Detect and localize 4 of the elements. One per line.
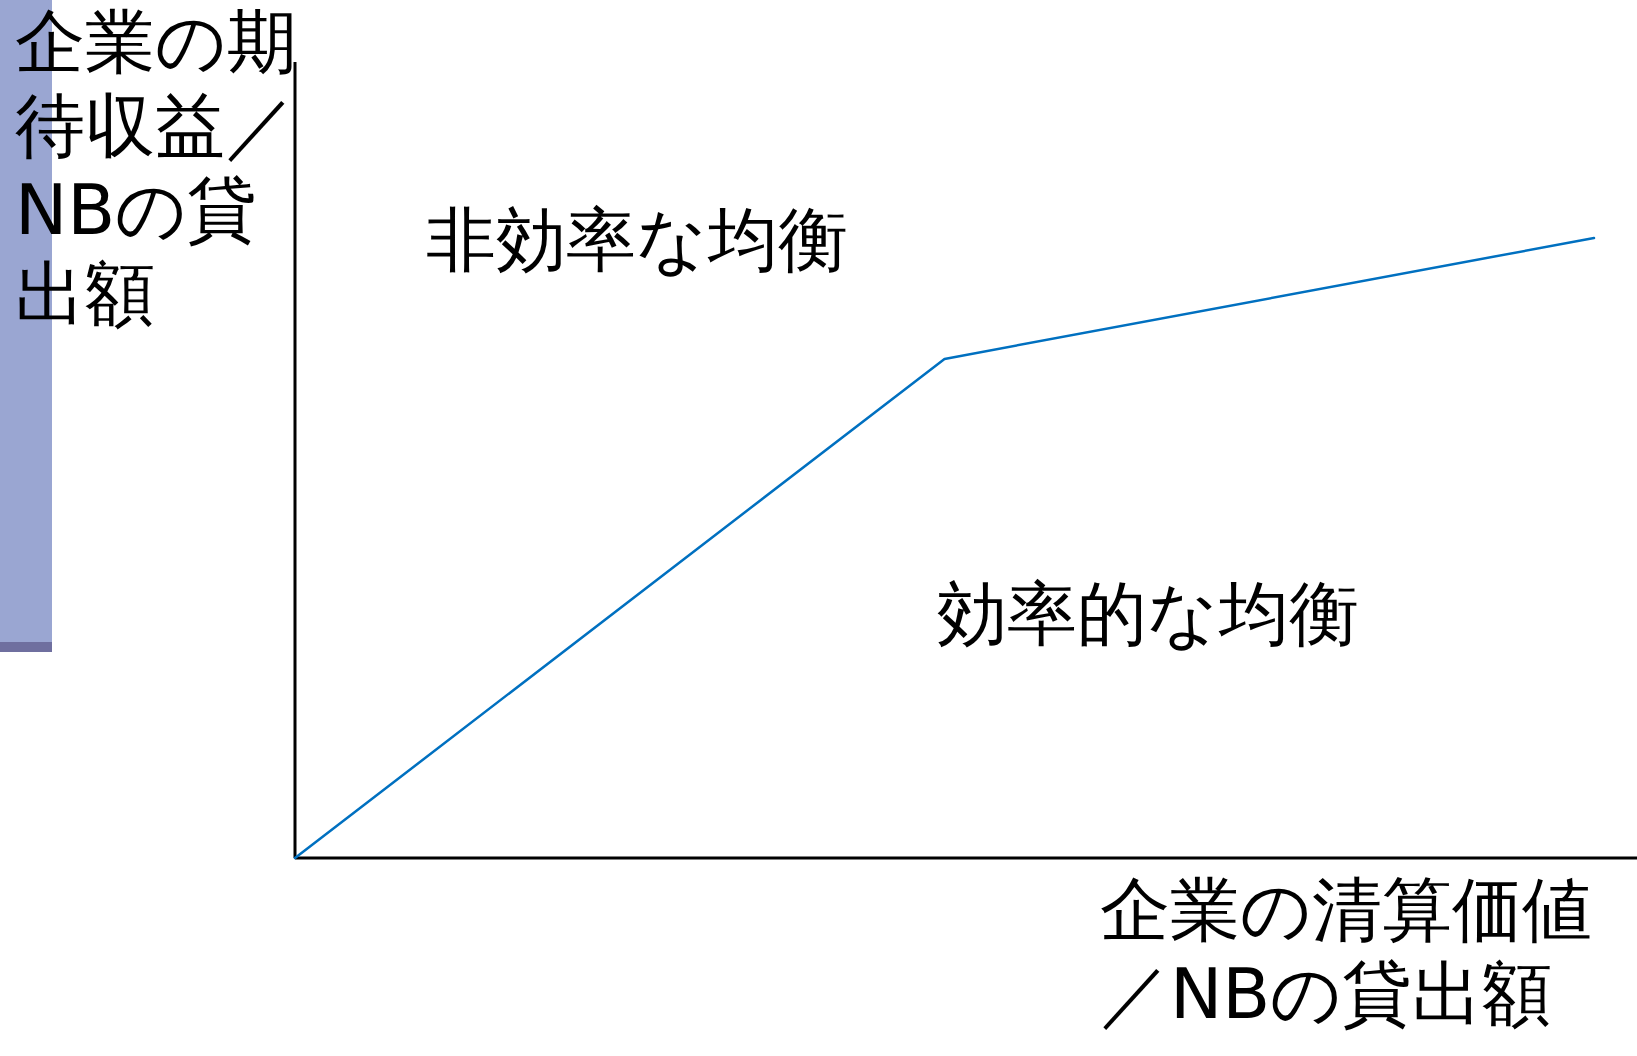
annotation: 非効率な均衡: [426, 198, 848, 282]
y-axis-title: 企業の期待収益／NBの貸出額: [15, 0, 298, 336]
annotation: 効率的な均衡: [937, 572, 1359, 656]
x-axis-title: 企業の清算価値／NBの貸出額: [1100, 868, 1593, 1036]
